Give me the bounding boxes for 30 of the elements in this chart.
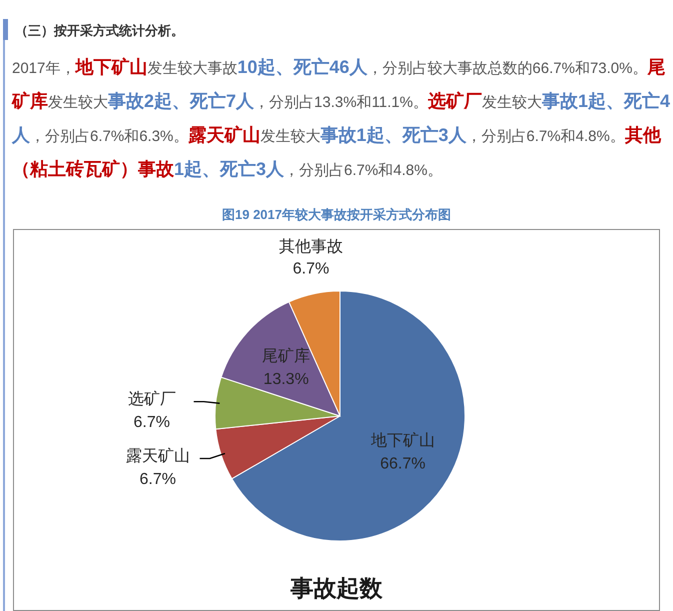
text: ，分别占6.7%和4.8%。 [284, 162, 442, 179]
text: （三）按开采方式统计分析。 [15, 23, 184, 38]
text: 发生较大 [48, 94, 108, 111]
text: 10起、死亡46人 [237, 57, 368, 77]
data-label: 6.7% [292, 260, 330, 278]
text: 发生较大 [482, 94, 542, 111]
slice-label: 选矿厂 [128, 390, 176, 408]
text: 事故起数 [290, 576, 382, 601]
text: 露天矿山 [188, 125, 260, 145]
text: 选矿厂 [428, 91, 482, 111]
data-label: 66.7% [380, 456, 426, 473]
text: 事故1起、死亡3人 [320, 125, 466, 145]
text: 事故2起、死亡7人 [108, 91, 254, 111]
text: ，分别占6.7%和6.3%。 [30, 128, 188, 145]
text: 发生较大 [260, 128, 320, 145]
text: 地下矿山 [75, 57, 148, 77]
text: 2017年， [12, 60, 76, 77]
slice-label: 尾矿库 [262, 347, 310, 365]
text: 发生较大事故 [147, 60, 238, 77]
slice-label: 其他事故 [278, 238, 343, 256]
slice-label: 地下矿山 [370, 432, 435, 450]
slice-label: 露天矿山 [126, 447, 190, 465]
data-label: 13.3% [263, 371, 309, 388]
data-label: 6.7% [134, 414, 170, 432]
chart-title: 图19 2017年较大事故按开采方式分布图 [222, 207, 451, 222]
text: ，分别占13.3%和11.1%。 [254, 94, 428, 111]
data-label: 6.7% [140, 471, 176, 488]
text: ，分别占较大事故总数的66.7%和73.0%。 [367, 60, 648, 77]
text: 1起、死亡3人 [174, 159, 284, 179]
text: ，分别占6.7%和4.8%。 [466, 128, 625, 145]
